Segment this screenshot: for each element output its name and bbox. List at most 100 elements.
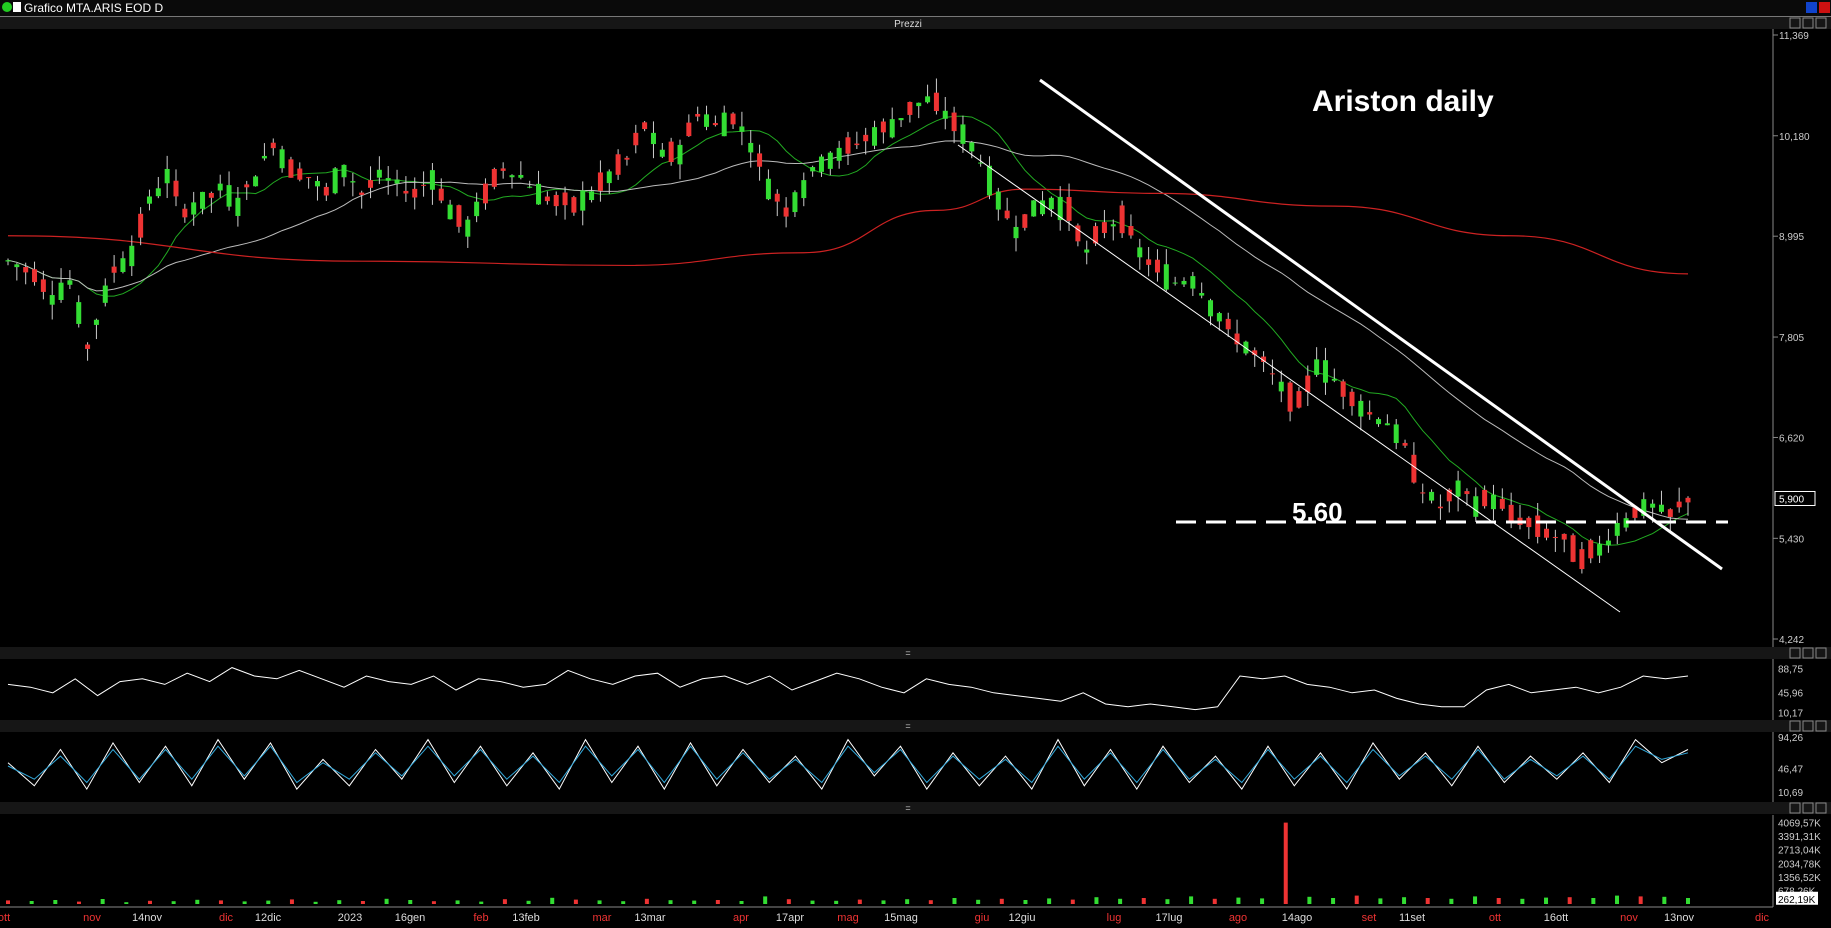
candle-body	[1163, 264, 1169, 290]
candle-body	[23, 267, 29, 273]
price-axis-tick: 10,180	[1779, 132, 1810, 143]
candle-body	[1429, 491, 1435, 501]
candle-body	[1411, 454, 1417, 483]
candle-body	[1225, 318, 1231, 330]
candle-body	[1322, 360, 1328, 383]
candle-body	[1358, 400, 1364, 417]
volume-bar	[597, 900, 602, 904]
candle-body	[1154, 259, 1160, 273]
volume-bar	[573, 899, 578, 904]
volume-bar	[1141, 898, 1146, 904]
candle-body	[1393, 424, 1399, 444]
stochastic-axis-tick: 94,26	[1778, 733, 1803, 744]
x-axis-tick: ott	[0, 912, 10, 924]
ma-slow-line	[7, 188, 1689, 275]
ma-mid-line	[7, 140, 1689, 520]
volume-bar	[668, 900, 673, 904]
candle-body	[1013, 226, 1019, 239]
momentum-axis-tick: 10,17	[1778, 708, 1803, 719]
candle-body	[1349, 391, 1355, 407]
volume-panel: = 4069,57K 3391,31K 2713,04K 2034,78K 1356,52…	[0, 802, 1831, 907]
candle-body	[1057, 196, 1063, 221]
candle-body	[1535, 515, 1541, 537]
x-axis-tick: 16ott	[1544, 912, 1568, 924]
x-axis-tick: mar	[593, 912, 612, 924]
volume-bar	[289, 899, 294, 904]
candle-body	[633, 132, 639, 146]
candle-body	[58, 282, 64, 300]
candle-body	[421, 184, 427, 186]
candle-body	[527, 186, 533, 188]
price-axis-tick: 5,430	[1779, 534, 1804, 545]
volume-bar	[1283, 822, 1288, 904]
candle-body	[686, 122, 692, 137]
candle-body	[827, 152, 833, 169]
candle-body	[1455, 480, 1461, 497]
volume-bar	[147, 900, 152, 904]
volume-bar	[1094, 897, 1099, 904]
x-axis-tick: 14ago	[1282, 912, 1313, 924]
candle-body	[191, 202, 197, 215]
candle-body	[1234, 333, 1240, 345]
price-axis-tick: 4,242	[1779, 635, 1804, 646]
candle-body	[1261, 356, 1267, 362]
volume-bar	[124, 902, 129, 904]
price-axis-tick: 8,995	[1779, 232, 1804, 243]
document-icon	[13, 2, 21, 12]
restore-icon[interactable]	[1806, 2, 1817, 13]
candle-body	[350, 181, 356, 183]
candle-body	[597, 172, 603, 191]
momentum-axis-tick: 88,75	[1778, 664, 1803, 675]
candle-body	[385, 178, 391, 181]
stochastic-axis-tick: 46,47	[1778, 764, 1803, 775]
x-axis-tick: 12dic	[255, 912, 282, 924]
volume-bar	[6, 900, 10, 904]
volume-bar	[1425, 898, 1430, 904]
x-axis-tick: 12giu	[1009, 912, 1036, 924]
volume-bar	[100, 899, 105, 904]
volume-bar	[976, 899, 981, 904]
candle-body	[500, 168, 506, 171]
candle-body	[916, 102, 922, 107]
candle-body	[102, 285, 108, 303]
candle-body	[1376, 419, 1382, 425]
candle-body	[288, 159, 294, 178]
candle-body	[270, 142, 276, 149]
candle-body	[1614, 522, 1620, 536]
volume-bar	[479, 901, 484, 904]
candle-body	[49, 295, 55, 305]
candle-body	[306, 177, 312, 179]
volume-bar	[1449, 898, 1454, 904]
candle-body	[536, 183, 542, 205]
candle-body	[1641, 499, 1647, 516]
volume-bar	[644, 898, 649, 904]
volume-bar	[1023, 900, 1028, 904]
close-icon[interactable]	[1819, 2, 1830, 13]
candle-body	[120, 258, 126, 272]
candle-body	[1181, 280, 1187, 285]
window-titlebar: Grafico MTA.ARIS EOD D	[0, 0, 1831, 17]
x-axis-tick: mag	[837, 912, 858, 924]
candle-body	[880, 121, 886, 133]
volume-bar	[1212, 898, 1217, 904]
volume-bar	[76, 901, 81, 904]
volume-bar	[1354, 895, 1359, 904]
candle-body	[456, 205, 462, 227]
candle-body	[783, 207, 789, 217]
candle-body	[624, 157, 630, 160]
volume-bar	[1331, 898, 1336, 904]
candle-body	[1420, 492, 1426, 494]
candle-body	[164, 168, 170, 184]
candle-body	[146, 196, 152, 204]
volume-bar	[455, 900, 460, 904]
candle-body	[341, 164, 347, 178]
volume-bar	[1615, 895, 1620, 904]
candle-body	[1199, 293, 1205, 296]
candle-body	[969, 142, 975, 152]
candle-body	[1208, 300, 1214, 317]
candle-body	[1544, 528, 1550, 538]
volume-axis-tick: 2713,04K	[1778, 846, 1821, 857]
volume-bar	[1496, 898, 1501, 904]
candle-body	[553, 194, 559, 207]
candle-body	[659, 149, 665, 157]
